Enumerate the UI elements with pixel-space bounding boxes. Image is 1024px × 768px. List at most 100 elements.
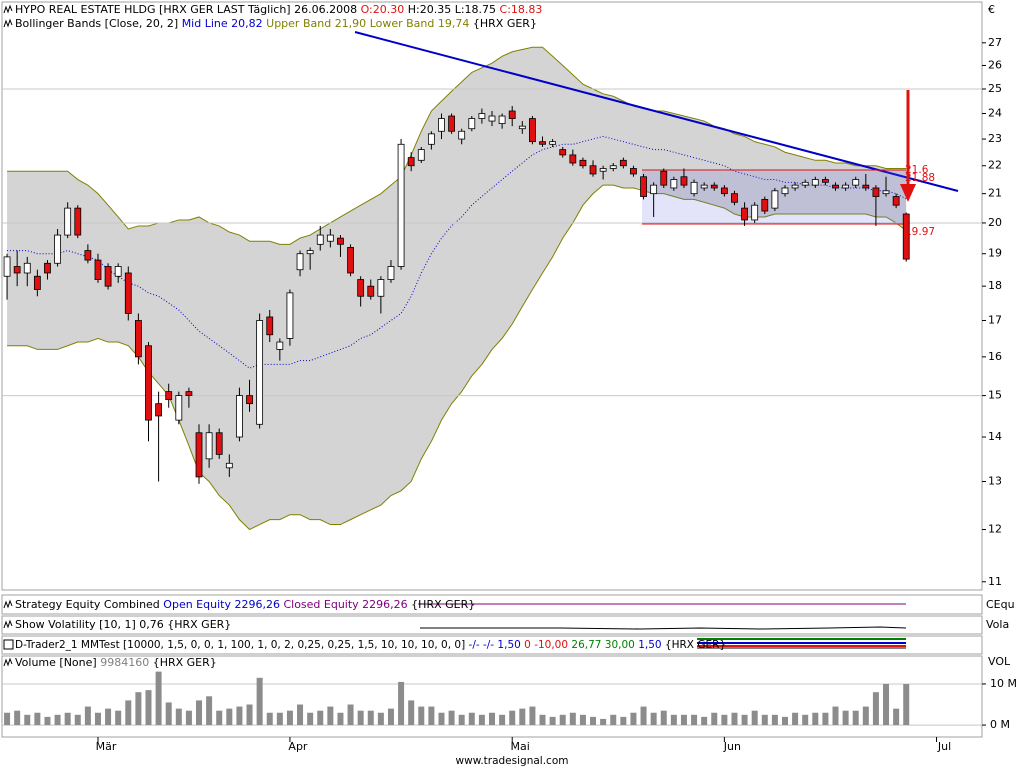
candle-body (589, 165, 597, 175)
candle-body (306, 250, 314, 255)
y-tick-label: 25 (988, 82, 1002, 95)
volume-bar (347, 704, 354, 726)
low-label: L:18.75 (455, 3, 496, 16)
x-tick-label: Mai (511, 740, 530, 753)
annotation: 21.6 (905, 164, 929, 176)
candle-body (539, 141, 546, 145)
candle-body (670, 179, 678, 189)
candle-body (640, 176, 647, 197)
volume-bar (74, 714, 81, 726)
candle-body (508, 110, 516, 119)
volume-bar (478, 714, 485, 726)
volume-bar (155, 671, 162, 726)
volume-bar (660, 710, 667, 726)
y-tick-label: 13 (988, 474, 1002, 487)
candle-body (569, 154, 577, 164)
candle-body (832, 184, 839, 189)
legend-entry: Mid Line (182, 17, 228, 30)
candle-body (326, 234, 334, 242)
text: 9984160 (100, 656, 149, 669)
candle-body (801, 181, 809, 186)
volume-bar (94, 712, 101, 726)
y-tick-label: 17 (988, 313, 1002, 326)
volume-bar (408, 700, 415, 726)
volume-bar (590, 716, 597, 726)
volume-bar (135, 692, 142, 726)
candle-body (256, 320, 264, 425)
volume-bar (307, 712, 314, 726)
x-tick-label: Jun (723, 740, 741, 753)
candle-body (761, 198, 769, 212)
candle-body (74, 207, 82, 236)
candle-body (215, 432, 223, 455)
volume-bar (701, 716, 708, 726)
legend-entry: Lower Band (370, 17, 435, 30)
panel-axis-label: Vola (986, 618, 1009, 631)
candle-body (720, 187, 728, 195)
y-tick-label: 14 (988, 430, 1002, 443)
panel-title: Strategy Equity Combined Open Equity 229… (15, 598, 475, 611)
annotation: 19.97 (905, 226, 935, 238)
volume-bars (2, 671, 982, 726)
volume-bar (125, 700, 132, 726)
volume-bar (640, 706, 647, 726)
volume-bar (600, 718, 607, 726)
volume-bar (438, 712, 445, 726)
candle-body (23, 262, 31, 274)
volume-bar (418, 706, 425, 726)
y-tick-label: 20 (988, 216, 1002, 229)
volume-bar (872, 692, 879, 726)
candle-body (54, 234, 61, 264)
text: {HRX GER} (411, 598, 475, 611)
candle-body (741, 207, 748, 221)
volume-bar (559, 714, 566, 726)
candle-body (276, 341, 284, 350)
volume-bar (731, 712, 738, 726)
volume-bar (630, 712, 637, 726)
y-tick-label: 10 M (990, 677, 1017, 690)
text: Open Equity 2296,26 (163, 598, 280, 611)
candle-body (367, 285, 375, 297)
legend-value: 21,90 (335, 17, 367, 30)
candle-body (488, 115, 496, 122)
candle-body (680, 176, 688, 186)
footer: www.tradesignal.com (456, 755, 569, 767)
title: HYPO REAL ESTATE HLDG [HRX GER LAST Tägl… (15, 3, 357, 16)
volume-bar (721, 714, 728, 726)
candle-body (882, 190, 890, 195)
volume-bar (317, 710, 324, 726)
candle-body (478, 113, 486, 119)
x-tick-label: Apr (288, 740, 308, 753)
volume-bar (903, 684, 910, 726)
axes: 11 12 13 14 15 16 17 18 19 20 21 22 23 24 25 26 27 Mär Apr… (96, 36, 1017, 753)
signal-arrow (900, 90, 916, 202)
volume-bar (24, 714, 31, 726)
candle-body (296, 253, 304, 271)
volume-bar (519, 708, 526, 726)
y-tick-label: 23 (988, 132, 1002, 145)
candle-body (842, 184, 850, 189)
text: Closed Equity 2296,26 (283, 598, 407, 611)
candle-body (316, 234, 324, 245)
candle-body (518, 125, 526, 130)
header-line: HYPO REAL ESTATE HLDG [HRX GER LAST Tägl… (15, 3, 542, 16)
volume-bar (115, 710, 122, 726)
text: 1,50 (638, 639, 661, 651)
annotation: 21.88 (905, 172, 935, 184)
text: Strategy Equity Combined (15, 598, 160, 611)
volume-bar (761, 714, 768, 726)
y-tick-label: 15 (988, 389, 1002, 402)
mid-line (7, 135, 907, 369)
candle-body (599, 168, 607, 172)
y-tick-label: 22 (988, 159, 1002, 172)
text: {HRX GER} (665, 639, 726, 651)
icon (3, 4, 13, 14)
volume-bar (610, 714, 617, 726)
candle-body (286, 292, 294, 339)
volume-bar (165, 702, 172, 726)
candle-body (246, 395, 253, 405)
text: 0 -10,00 (524, 639, 568, 651)
candle-body (337, 237, 344, 245)
volume-bar (499, 714, 506, 726)
